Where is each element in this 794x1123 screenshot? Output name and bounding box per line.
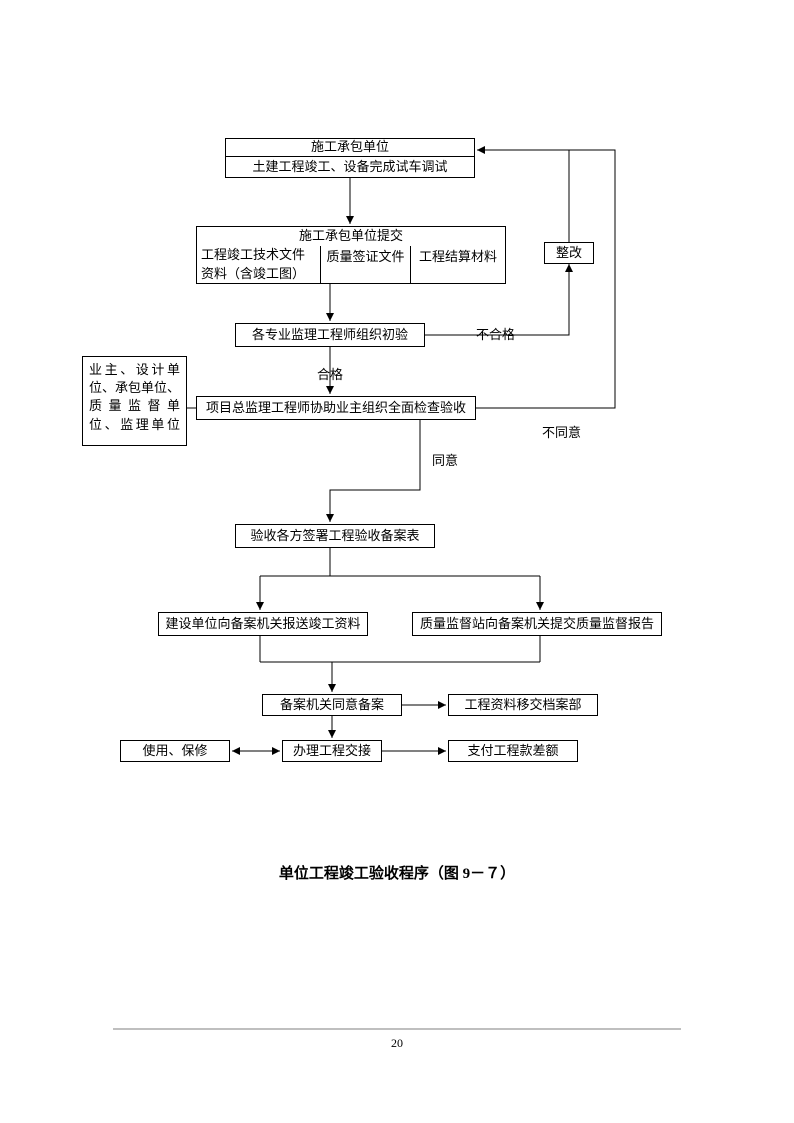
footer-rule: [113, 1028, 681, 1030]
node-n9: 工程资料移交档案部: [448, 694, 598, 716]
label-disagree: 不同意: [542, 424, 592, 442]
node-n8: 备案机关同意备案: [262, 694, 402, 716]
label-fail: 不合格: [476, 326, 526, 344]
caption: 单位工程竣工验收程序（图 9－７）: [0, 862, 794, 883]
node-n10: 办理工程交接: [282, 740, 382, 762]
node-n2-c2: 质量签证文件: [321, 246, 411, 284]
label-agree: 同意: [432, 452, 472, 470]
node-n5: 验收各方签署工程验收备案表: [235, 524, 435, 548]
node-n1-body: 土建工程竣工、设备完成试车调试: [225, 156, 475, 178]
node-n6: 建设单位向备案机关报送竣工资料: [158, 612, 368, 636]
node-side: 业主、设计单位、承包单位、质 量 监 督 单位、监理单位: [82, 356, 187, 446]
node-n2-c3: 工程结算材料: [411, 246, 506, 284]
node-n3: 各专业监理工程师组织初验: [235, 323, 425, 347]
node-n7: 质量监督站向备案机关提交质量监督报告: [412, 612, 662, 636]
node-n1-header: 施工承包单位: [225, 138, 475, 156]
node-n12: 支付工程款差额: [448, 740, 578, 762]
node-n11: 使用、保修: [120, 740, 230, 762]
node-n2-header: 施工承包单位提交: [196, 226, 506, 246]
page-number: 20: [0, 1036, 794, 1051]
page: { "caption": "单位工程竣工验收程序（图 9－７）", "page_…: [0, 0, 794, 1123]
node-n4: 项目总监理工程师协助业主组织全面检查验收: [196, 396, 476, 420]
node-n2-c1: 工程竣工技术文件资料（含竣工图）: [196, 246, 321, 284]
label-pass: 合格: [317, 366, 357, 384]
node-fix: 整改: [544, 242, 594, 264]
